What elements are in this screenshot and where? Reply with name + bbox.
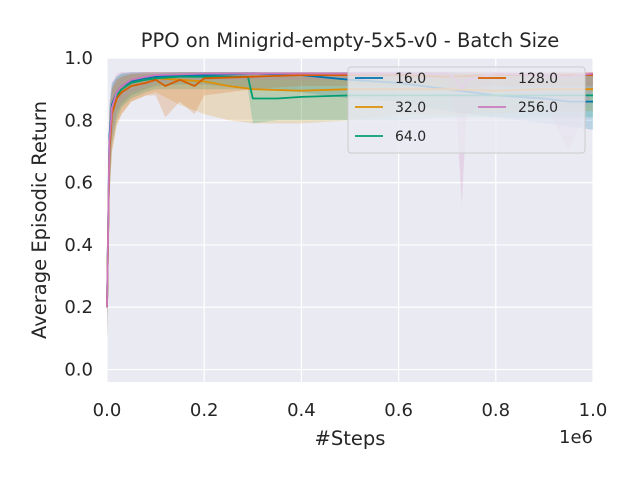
x-tick-label: 0.0 xyxy=(93,400,122,421)
y-tick-label: 0.6 xyxy=(64,173,93,194)
x-tick-label: 0.8 xyxy=(481,400,510,421)
y-tick-labels: 0.0 0.2 0.4 0.6 0.8 1.0 xyxy=(64,48,93,381)
x-axis-label: #Steps xyxy=(315,427,386,450)
x-tick-label: 0.2 xyxy=(190,400,219,421)
legend-box xyxy=(347,66,586,154)
x-offset-label: 1e6 xyxy=(559,427,593,448)
y-tick-label: 1.0 xyxy=(64,48,93,69)
legend-label: 64.0 xyxy=(395,129,426,145)
chart-title: PPO on Minigrid-empty-5x5-v0 - Batch Siz… xyxy=(141,29,560,52)
legend-label: 256.0 xyxy=(518,100,558,116)
legend: 16.0 32.0 64.0 128.0 256.0 xyxy=(347,66,586,154)
y-axis-label: Average Episodic Return xyxy=(28,101,51,339)
x-tick-label: 0.6 xyxy=(384,400,413,421)
legend-label: 128.0 xyxy=(518,71,558,87)
y-tick-label: 0.4 xyxy=(64,235,93,256)
x-tick-labels: 0.0 0.2 0.4 0.6 0.8 1.0 xyxy=(93,400,608,421)
y-tick-label: 0.0 xyxy=(64,360,93,381)
x-tick-label: 0.4 xyxy=(287,400,316,421)
x-tick-label: 1.0 xyxy=(579,400,608,421)
legend-label: 32.0 xyxy=(395,100,426,116)
legend-label: 16.0 xyxy=(395,71,426,87)
y-tick-label: 0.2 xyxy=(64,297,93,318)
y-tick-label: 0.8 xyxy=(64,110,93,131)
